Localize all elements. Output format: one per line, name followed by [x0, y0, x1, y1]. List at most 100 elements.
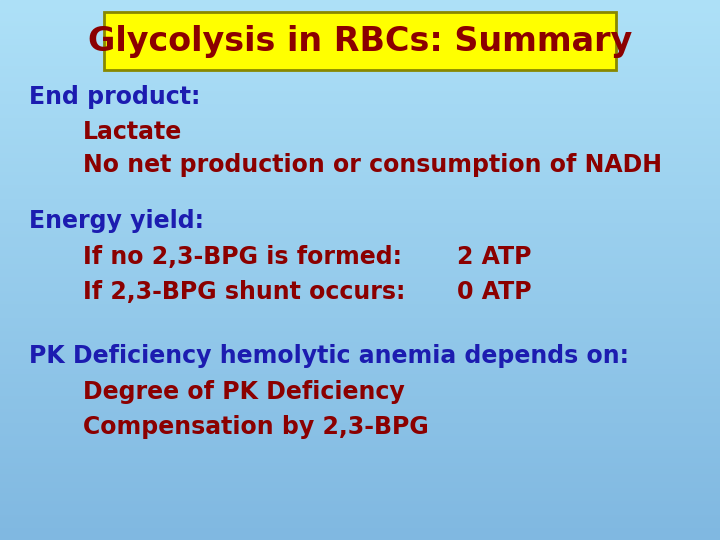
- Bar: [0, 472, 720, 475]
- Bar: [0, 130, 720, 132]
- Bar: [0, 124, 720, 127]
- Bar: [0, 186, 720, 189]
- Bar: [0, 213, 720, 216]
- Bar: [0, 30, 720, 32]
- Bar: [0, 173, 720, 176]
- Bar: [0, 338, 720, 340]
- Bar: [0, 397, 720, 400]
- Bar: [0, 140, 720, 143]
- Bar: [0, 105, 720, 108]
- Bar: [0, 132, 720, 135]
- Bar: [0, 3, 720, 5]
- Bar: [0, 76, 720, 78]
- Bar: [0, 521, 720, 524]
- Bar: [0, 127, 720, 130]
- Bar: [0, 81, 720, 84]
- Text: No net production or consumption of NADH: No net production or consumption of NADH: [83, 153, 662, 177]
- Bar: [0, 238, 720, 240]
- Bar: [0, 254, 720, 256]
- Bar: [0, 440, 720, 443]
- Bar: [0, 410, 720, 413]
- Bar: [0, 205, 720, 208]
- Bar: [0, 405, 720, 408]
- Text: Lactate: Lactate: [83, 120, 182, 144]
- Bar: [0, 221, 720, 224]
- Bar: [0, 526, 720, 529]
- Bar: [0, 146, 720, 148]
- Bar: [0, 462, 720, 464]
- Bar: [0, 208, 720, 211]
- Bar: [0, 32, 720, 35]
- Bar: [0, 316, 720, 319]
- Bar: [0, 192, 720, 194]
- Bar: [0, 103, 720, 105]
- Bar: [0, 278, 720, 281]
- Bar: [0, 224, 720, 227]
- Bar: [0, 200, 720, 202]
- Text: Compensation by 2,3-BPG: Compensation by 2,3-BPG: [83, 415, 428, 438]
- Bar: [0, 402, 720, 405]
- Bar: [0, 94, 720, 97]
- Bar: [0, 97, 720, 100]
- Bar: [0, 513, 720, 516]
- Bar: [0, 508, 720, 510]
- Bar: [0, 429, 720, 432]
- Bar: [0, 84, 720, 86]
- Bar: [0, 159, 720, 162]
- Bar: [0, 148, 720, 151]
- Bar: [0, 246, 720, 248]
- Bar: [0, 319, 720, 321]
- Bar: [0, 324, 720, 327]
- Bar: [0, 51, 720, 54]
- Bar: [0, 73, 720, 76]
- Bar: [0, 57, 720, 59]
- Bar: [0, 454, 720, 456]
- Bar: [0, 300, 720, 302]
- Bar: [0, 154, 720, 157]
- Bar: [0, 332, 720, 335]
- Bar: [0, 400, 720, 402]
- Bar: [0, 491, 720, 494]
- Bar: [0, 446, 720, 448]
- Bar: [0, 478, 720, 481]
- Bar: [0, 54, 720, 57]
- Bar: [0, 216, 720, 219]
- Bar: [0, 381, 720, 383]
- Text: Energy yield:: Energy yield:: [29, 210, 204, 233]
- Bar: [0, 259, 720, 262]
- Bar: [0, 437, 720, 440]
- Bar: [0, 354, 720, 356]
- Bar: [0, 116, 720, 119]
- Bar: [0, 0, 720, 3]
- FancyBboxPatch shape: [104, 12, 616, 70]
- Bar: [0, 281, 720, 284]
- Bar: [0, 489, 720, 491]
- Bar: [0, 211, 720, 213]
- Text: If 2,3-BPG shunt occurs:: If 2,3-BPG shunt occurs:: [83, 280, 405, 303]
- Bar: [0, 151, 720, 154]
- Bar: [0, 89, 720, 92]
- Bar: [0, 16, 720, 19]
- Bar: [0, 165, 720, 167]
- Bar: [0, 532, 720, 535]
- Bar: [0, 202, 720, 205]
- Bar: [0, 464, 720, 467]
- Bar: [0, 178, 720, 181]
- Bar: [0, 340, 720, 343]
- Bar: [0, 38, 720, 40]
- Bar: [0, 389, 720, 392]
- Bar: [0, 22, 720, 24]
- Bar: [0, 86, 720, 89]
- Bar: [0, 302, 720, 305]
- Bar: [0, 408, 720, 410]
- Bar: [0, 273, 720, 275]
- Bar: [0, 8, 720, 11]
- Bar: [0, 122, 720, 124]
- Bar: [0, 327, 720, 329]
- Bar: [0, 494, 720, 497]
- Bar: [0, 27, 720, 30]
- Bar: [0, 167, 720, 170]
- Bar: [0, 143, 720, 146]
- Bar: [0, 364, 720, 367]
- Bar: [0, 321, 720, 324]
